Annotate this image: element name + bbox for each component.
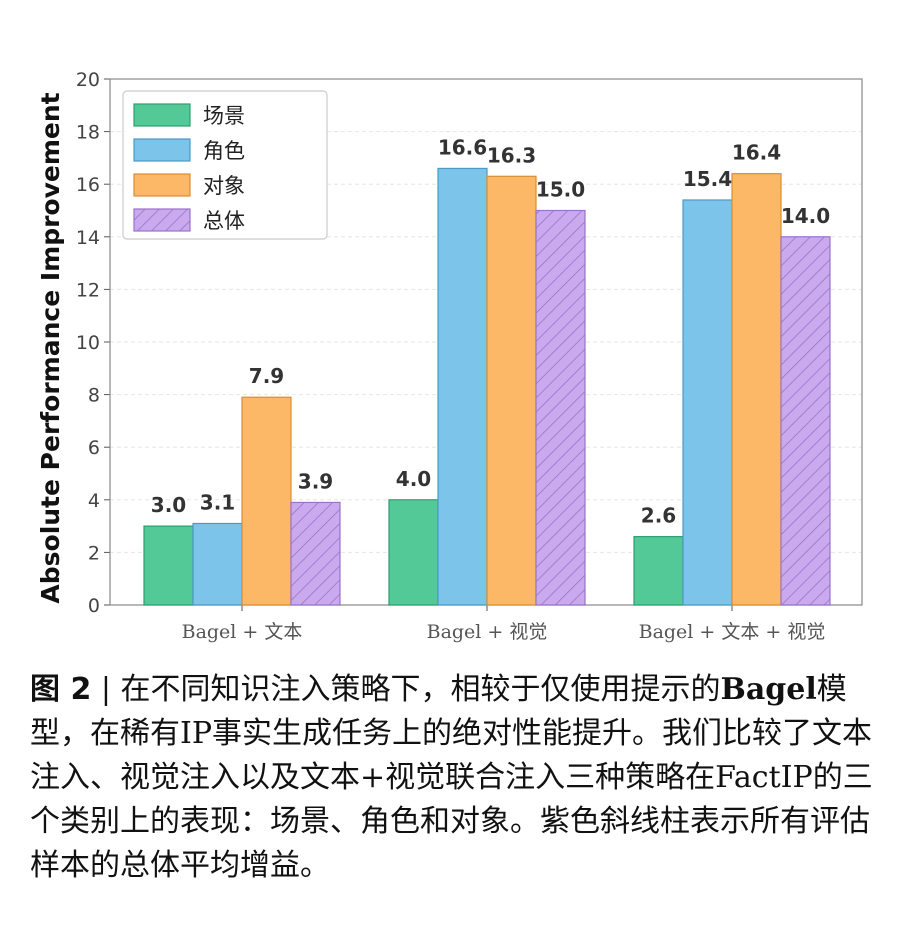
y-tick-label: 6 [88, 437, 100, 459]
legend-label: 场景 [203, 104, 245, 128]
bar [437, 167, 488, 606]
legend-label: 对象 [203, 174, 245, 198]
x-tick-label: Bagel + 文本 [182, 621, 303, 643]
bars [143, 167, 831, 606]
bar-value-label: 3.1 [200, 490, 235, 514]
bar [241, 396, 292, 606]
caption-text-2: 模型，在稀有IP事实生成任务上的绝对性能提升。我们比较了文本注入、视觉注入以及文… [30, 672, 873, 883]
legend-label: 总体 [203, 209, 245, 233]
legend-swatch [133, 103, 191, 127]
figure-label: 图 2 [30, 672, 92, 707]
bar [780, 236, 831, 606]
bar-value-label: 3.9 [298, 469, 333, 493]
x-tick-label: Bagel + 视觉 [427, 621, 548, 643]
bar-value-label: 16.6 [438, 135, 487, 159]
bar-chart: 0 2 4 6 8 10 12 14 16 18 20 Absolute Performance Im… [36, 69, 863, 643]
bar [682, 199, 733, 606]
bar-value-label: 15.4 [683, 167, 732, 191]
legend-box [122, 90, 328, 240]
bar-value-label: 4.0 [396, 467, 431, 491]
bar [192, 522, 243, 606]
legend-swatch [133, 208, 191, 232]
bar-value-label: 15.0 [536, 178, 585, 202]
legend-swatch [133, 173, 191, 197]
x-tick-label: Bagel + 文本 + 视觉 [639, 621, 826, 643]
y-tick-label: 0 [88, 595, 100, 617]
y-tick-label: 16 [76, 174, 100, 196]
bar [535, 209, 586, 606]
y-tick-label: 14 [76, 227, 100, 249]
legend-swatch [133, 138, 191, 162]
y-axis-label: Absolute Performance Improvement [36, 92, 65, 603]
caption-separator: | [91, 672, 121, 707]
data-labels: 3.0 3.1 7.9 3.9 4.0 16.6 16.315.0 2.6 15.416.4 14… [151, 135, 830, 527]
y-tick-label: 10 [76, 332, 100, 354]
bar-value-label: 2.6 [641, 504, 676, 528]
bar-value-label: 16.3 [487, 143, 536, 167]
y-tick-label: 4 [88, 490, 100, 512]
legend-label: 角色 [203, 139, 245, 163]
bar [290, 501, 341, 606]
y-tick-label: 20 [76, 69, 100, 91]
bar [388, 499, 439, 606]
bar [143, 525, 194, 606]
bar [731, 173, 782, 606]
figure-caption: 图 2 | 在不同知识注入策略下，相较于仅使用提示的Bagel模型，在稀有IP事… [30, 668, 880, 888]
y-tick-label: 18 [76, 122, 100, 144]
bar-value-label: 14.0 [781, 204, 830, 228]
y-tick-label: 12 [76, 279, 100, 301]
y-tick-label: 8 [88, 385, 100, 407]
caption-bold-word: Bagel [720, 672, 817, 707]
bar [486, 175, 537, 606]
bar-value-label: 7.9 [249, 364, 284, 388]
bar-value-label: 3.0 [151, 493, 186, 517]
y-tick-label: 2 [88, 542, 100, 564]
axes: 0 2 4 6 8 10 12 14 16 18 20 Absolute Performance Im… [36, 69, 863, 643]
caption-text-1: 在不同知识注入策略下，相较于仅使用提示的 [120, 672, 721, 707]
bar-value-label: 16.4 [732, 141, 781, 165]
bar [633, 536, 684, 606]
